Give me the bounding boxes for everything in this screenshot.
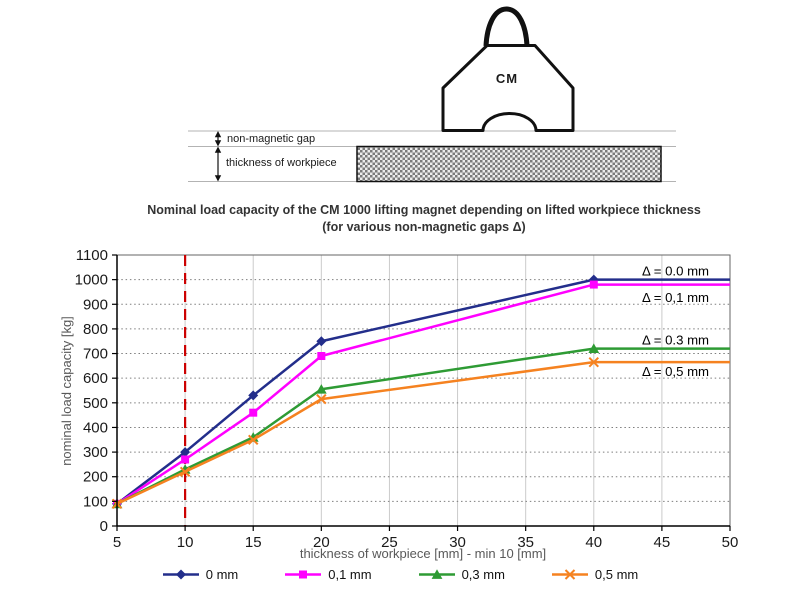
series-0-mm	[112, 274, 730, 509]
data-point	[431, 569, 442, 579]
data-point	[248, 390, 259, 401]
data-point	[316, 336, 327, 347]
chart-title: Nominal load capacity of the CM 1000 lif…	[147, 203, 701, 217]
legend-label: 0,3 mm	[461, 567, 505, 582]
data-point	[180, 447, 191, 458]
y-tick-label: 600	[83, 370, 108, 387]
x-tick-label: 50	[722, 534, 739, 551]
data-point	[588, 356, 599, 368]
x-tick-label: 35	[517, 534, 534, 551]
data-point	[299, 570, 308, 579]
series-line	[116, 278, 730, 505]
series-line	[116, 347, 730, 505]
chart-legend: 0 mm 0,1 mm 0,3 mm 0,5 mm	[0, 567, 800, 582]
x-axis-title: thickness of workpiece [mm] - min 10 [mm…	[300, 546, 546, 561]
x-tick-label: 25	[381, 534, 398, 551]
x-tick-label: 45	[654, 534, 671, 551]
gap-dimension-arrow	[214, 131, 222, 147]
thickness-label: thickness of workpiece	[226, 157, 337, 169]
chart-title-block: Nominal load capacity of the CM 1000 lif…	[48, 202, 800, 236]
x-tick-label: 10	[177, 534, 194, 551]
data-point	[175, 569, 186, 580]
series-0-1-mm	[113, 280, 730, 508]
data-point	[316, 393, 327, 405]
series-annotation: Δ = 0.0 mm	[642, 264, 709, 279]
legend-item: 0,3 mm	[418, 567, 505, 582]
chart-subtitle: (for various non-magnetic gaps Δ)	[322, 220, 526, 234]
series-annotation: Δ = 0.3 mm	[642, 332, 709, 347]
y-tick-label: 300	[83, 444, 108, 461]
y-tick-label: 100	[83, 493, 108, 510]
legend-label: 0,5 mm	[594, 567, 639, 582]
y-tick-label: 400	[83, 419, 108, 436]
legend-item: 0,5 mm	[551, 567, 638, 582]
y-tick-label: 200	[83, 469, 108, 486]
data-point	[588, 343, 600, 354]
series-annotation: Δ = 0,5 mm	[642, 364, 709, 379]
x-tick-label: 30	[449, 534, 466, 551]
series-0-5-mm	[111, 356, 730, 510]
load-capacity-chart: nominal load capacity [kg] thickness of …	[59, 247, 739, 561]
y-tick-label: 1000	[75, 272, 108, 289]
data-point	[248, 434, 259, 445]
legend-key-icon	[162, 569, 199, 580]
series-line	[116, 283, 730, 505]
y-tick-label: 1100	[76, 247, 108, 264]
data-point	[315, 384, 327, 394]
y-tick-label: 900	[83, 296, 108, 313]
legend-item: 0,1 mm	[284, 567, 372, 582]
plot-border	[116, 254, 731, 527]
data-point	[249, 408, 258, 417]
magnet-body	[441, 44, 575, 132]
magnet-diagram: non-magnetic gap thickness of workpiece …	[188, 6, 676, 183]
y-tick-label: 500	[83, 395, 108, 412]
y-tick-label: 800	[83, 321, 108, 338]
thickness-dimension-arrow	[214, 146, 222, 182]
x-tick-label: 20	[313, 534, 330, 551]
legend-key-icon	[551, 569, 588, 580]
y-axis-title: nominal load capacity [kg]	[59, 316, 74, 466]
legend-item: 0 mm	[162, 567, 239, 582]
series-line	[116, 360, 730, 505]
legend-key-icon	[418, 569, 455, 579]
x-tick-label: 15	[245, 534, 262, 551]
x-tick-label: 40	[585, 534, 602, 551]
legend-label: 0 mm	[205, 567, 239, 582]
data-point	[179, 466, 191, 478]
legend-key-icon	[285, 570, 322, 579]
y-tick-label: 0	[100, 518, 108, 535]
data-point	[564, 569, 576, 580]
workpiece-rect	[356, 145, 662, 183]
gap-label: non-magnetic gap	[227, 133, 315, 145]
y-tick-label: 700	[83, 346, 108, 363]
data-point	[589, 280, 598, 289]
data-point	[317, 352, 326, 361]
legend-label: 0,1 mm	[328, 567, 372, 582]
series-annotation: Δ = 0,1 mm	[642, 290, 709, 305]
magnet-label: CM	[496, 71, 518, 86]
magnet-shackle	[483, 6, 530, 47]
x-tick-label: 5	[113, 534, 121, 551]
series-0-3-mm	[111, 343, 730, 509]
data-point	[181, 455, 190, 464]
